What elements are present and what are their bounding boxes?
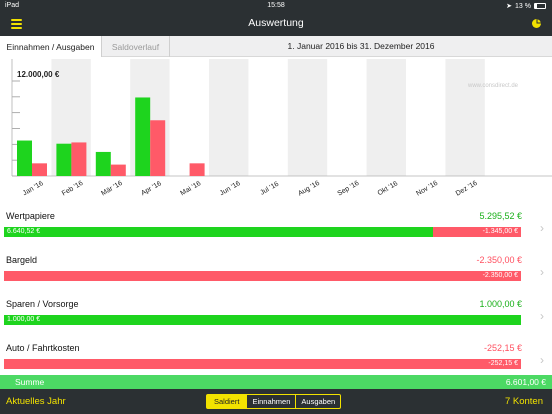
income-segment: 6.640,52 € <box>4 227 434 237</box>
location-arrow-icon: ➤ <box>506 3 513 10</box>
chevron-right-icon: › <box>540 221 544 235</box>
segment-ausgaben[interactable]: Ausgaben <box>295 395 340 408</box>
period-button[interactable]: Aktuelles Jahr <box>6 396 66 407</box>
navigation-bar: Auswertung <box>0 12 552 36</box>
account-balance-bar: -2.350,00 € <box>4 271 521 281</box>
status-bar: iPad 15:58 ➤ 13 % <box>0 0 552 12</box>
accounts-button[interactable]: 7 Konten <box>504 396 543 407</box>
column-band <box>445 59 485 176</box>
segment-saldiert[interactable]: Saldiert <box>207 395 247 408</box>
bottom-toolbar: Aktuelles Jahr Saldiert Einnahmen Ausgaben… <box>0 389 552 414</box>
account-name: Sparen / Vorsorge <box>6 299 79 309</box>
tab-row: Einnahmen / Ausgaben Saldoverlauf 1. Jan… <box>0 36 552 57</box>
income-segment: 1.000,00 € <box>4 315 521 325</box>
account-total: 1.000,00 € <box>479 299 522 309</box>
expense-bar <box>110 164 126 176</box>
menu-icon[interactable] <box>11 19 22 29</box>
expense-segment: -1.345,00 € <box>433 227 521 237</box>
income-bar <box>135 97 151 176</box>
x-tick-label: Okt '16 <box>377 180 400 197</box>
account-balance-bar: 1.000,00 € <box>4 315 521 325</box>
y-max-label: 12.000,00 € <box>17 70 60 79</box>
x-tick-label: Aug '16 <box>297 180 321 198</box>
battery-percent: 13 % <box>515 2 531 10</box>
account-row[interactable]: Sparen / Vorsorge 1.000,00 € 1.000,00 € › <box>0 296 552 340</box>
status-right: ➤ 13 % <box>506 2 546 10</box>
account-name: Bargeld <box>6 255 38 265</box>
account-name: Wertpapiere <box>6 211 55 221</box>
x-tick-label: Jun '16 <box>219 180 242 197</box>
x-tick-label: Jan '16 <box>22 180 45 197</box>
account-name: Auto / Fahrtkosten <box>6 343 80 353</box>
x-tick-label: Nov '16 <box>415 180 439 198</box>
watermark: www.consdirect.de <box>468 83 519 89</box>
summary-label: Summe <box>15 377 45 387</box>
pie-chart-icon[interactable] <box>531 18 542 29</box>
x-tick-label: Mär '16 <box>100 180 124 198</box>
column-band <box>287 59 328 176</box>
income-bar <box>56 143 72 176</box>
page-title: Auswertung <box>248 17 304 29</box>
account-row[interactable]: Wertpapiere 5.295,52 € 6.640,52 € -1.345,00… <box>0 208 552 252</box>
segment-einnahmen[interactable]: Einnahmen <box>246 395 295 408</box>
date-range: 1. Januar 2016 bis 31. Dezember 2016 <box>287 41 435 51</box>
bar-chart: Jan '16 Feb '16 Mär '16 Apr '16 Mai '16 Jun '… <box>0 57 552 208</box>
expense-segment: -2.350,00 € <box>4 271 521 281</box>
chevron-right-icon: › <box>540 353 544 367</box>
account-row[interactable]: Bargeld -2.350,00 € -2.350,00 € › <box>0 252 552 296</box>
account-total: -252,15 € <box>483 343 522 353</box>
x-tick-label: Dez '16 <box>455 180 479 198</box>
expense-bar <box>150 120 166 176</box>
chevron-right-icon: › <box>540 309 544 323</box>
device-label: iPad <box>5 2 20 9</box>
battery-icon <box>534 3 546 9</box>
view-segmented-control: Saldiert Einnahmen Ausgaben <box>206 394 342 409</box>
account-balance-bar: -252,15 € <box>4 359 521 369</box>
expense-bar <box>71 142 87 176</box>
income-bar <box>17 140 32 176</box>
x-tick-label: Mai '16 <box>179 180 202 197</box>
clock: 15:58 <box>267 2 285 9</box>
account-total: 5.295,52 € <box>479 211 522 221</box>
x-tick-label: Sep '16 <box>337 180 361 198</box>
account-balance-bar: 6.640,52 € -1.345,00 € <box>4 227 521 237</box>
expense-segment: -252,15 € <box>4 359 521 369</box>
summary-bar: Summe 6.601,00 € <box>0 375 552 389</box>
x-tick-label: Apr '16 <box>140 180 163 197</box>
column-band <box>366 59 406 176</box>
column-band <box>209 59 249 176</box>
chevron-right-icon: › <box>540 265 544 279</box>
tab-balance-history[interactable]: Saldoverlauf <box>102 36 170 57</box>
x-tick-label: Jul '16 <box>259 181 280 197</box>
account-total: -2.350,00 € <box>476 255 522 265</box>
income-bar <box>95 151 111 176</box>
summary-value: 6.601,00 € <box>505 377 546 387</box>
expense-bar <box>32 163 47 176</box>
tab-income-expense[interactable]: Einnahmen / Ausgaben <box>0 36 102 57</box>
x-tick-label: Feb '16 <box>61 180 85 198</box>
chart-canvas: Jan '16 Feb '16 Mär '16 Apr '16 Mai '16 Jun '… <box>11 59 552 198</box>
expense-bar <box>189 163 205 176</box>
